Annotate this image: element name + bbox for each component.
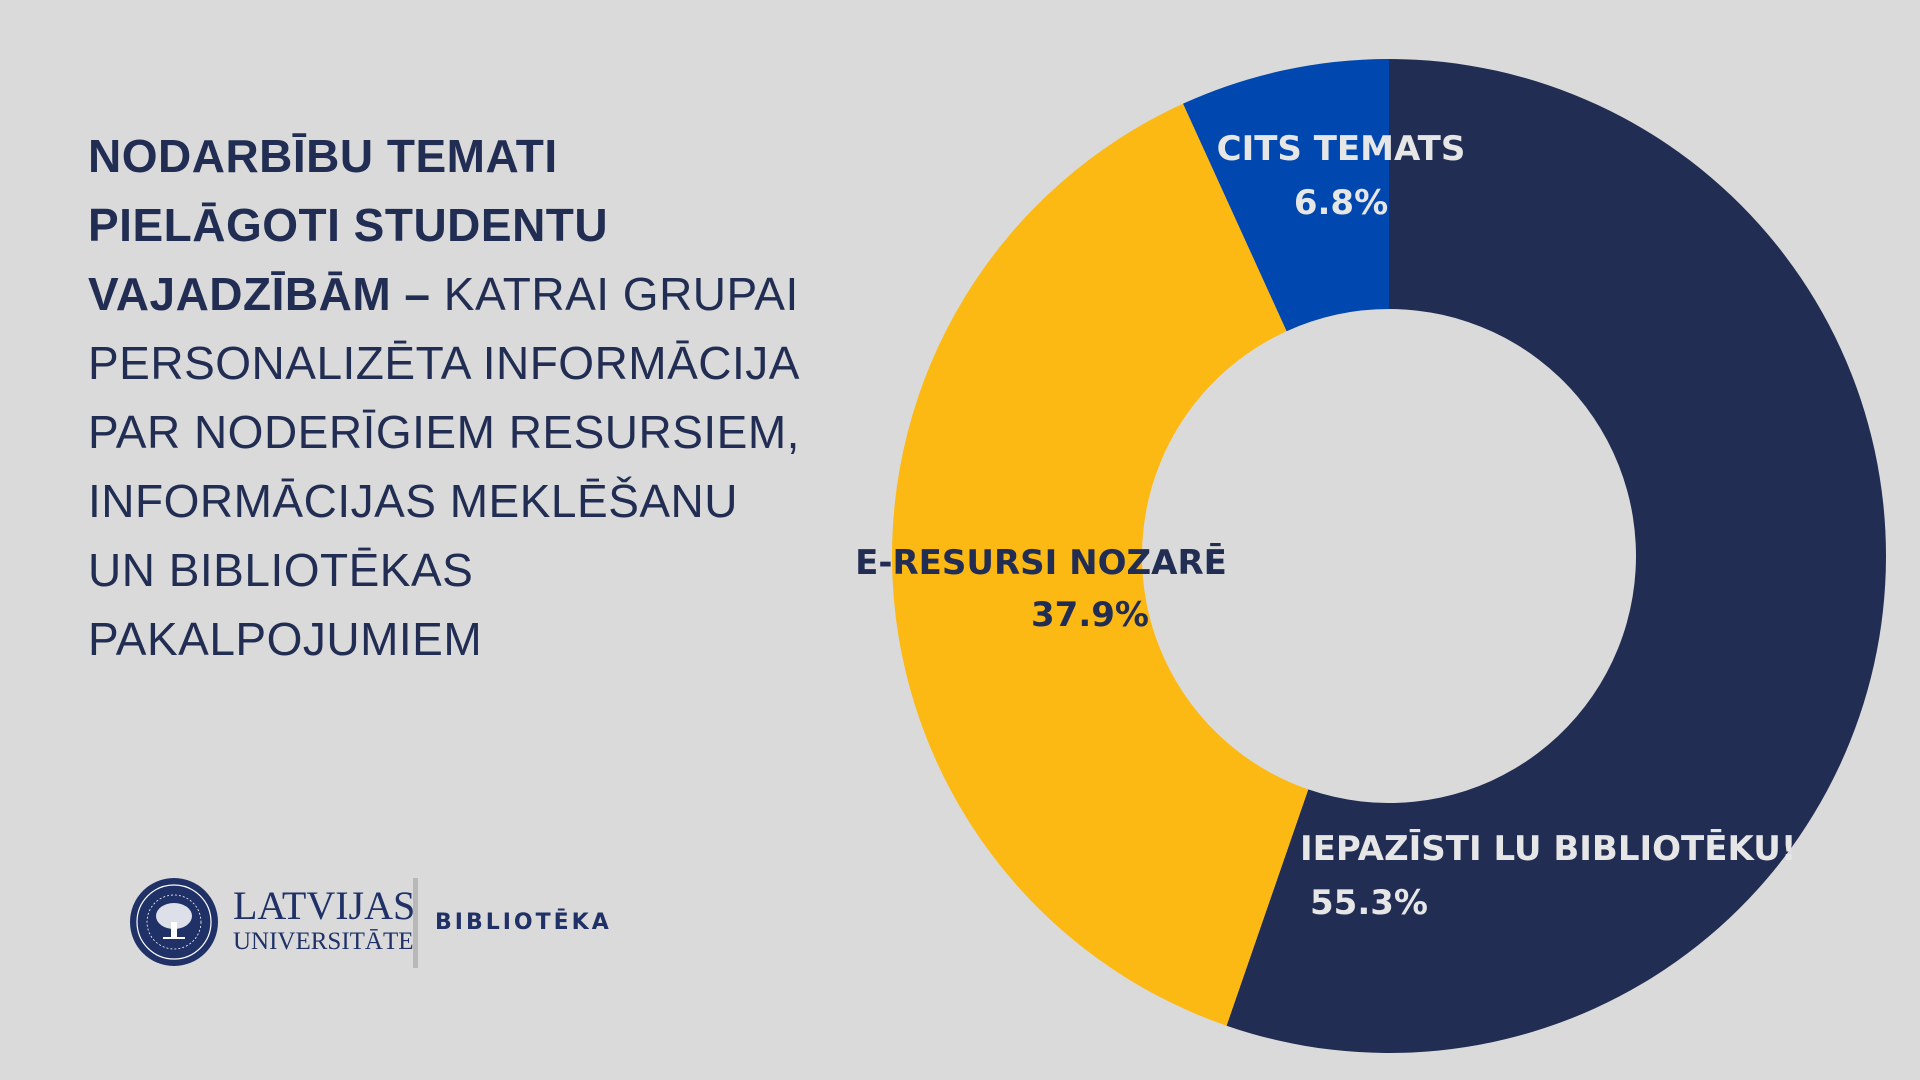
donut-slice xyxy=(1183,59,1389,332)
slice-label: IEPAZĪSTI LU BIBLIOTĒKU! xyxy=(1300,829,1796,869)
logo-unit: BIBLIOTĒKA xyxy=(435,910,612,935)
slice-value-label: 55.3% xyxy=(1310,883,1428,923)
slide-heading: NODARBĪBU TEMATI PIELĀGOTI STUDENTU VAJA… xyxy=(88,122,808,674)
slice-value-label: 37.9% xyxy=(1031,595,1149,635)
heading-bold: NODARBĪBU TEMATI PIELĀGOTI STUDENTU VAJA… xyxy=(88,130,609,320)
slice-label: E-RESURSI NOZARĒ xyxy=(855,543,1227,583)
university-seal-icon xyxy=(130,878,218,966)
logo-divider xyxy=(413,878,418,968)
logo-line2: UNIVERSITĀTE xyxy=(233,928,414,955)
donut-slice xyxy=(1226,59,1887,1054)
slice-value-label: 6.8% xyxy=(1294,183,1388,223)
donut-slice xyxy=(892,103,1309,1026)
heading-normal: KATRAI GRUPAI PERSONALIZĒTA INFORMĀCIJA … xyxy=(88,268,800,665)
slice-label: CITS TEMATS xyxy=(1217,129,1466,169)
logo-line1: LATVIJAS xyxy=(233,883,416,928)
